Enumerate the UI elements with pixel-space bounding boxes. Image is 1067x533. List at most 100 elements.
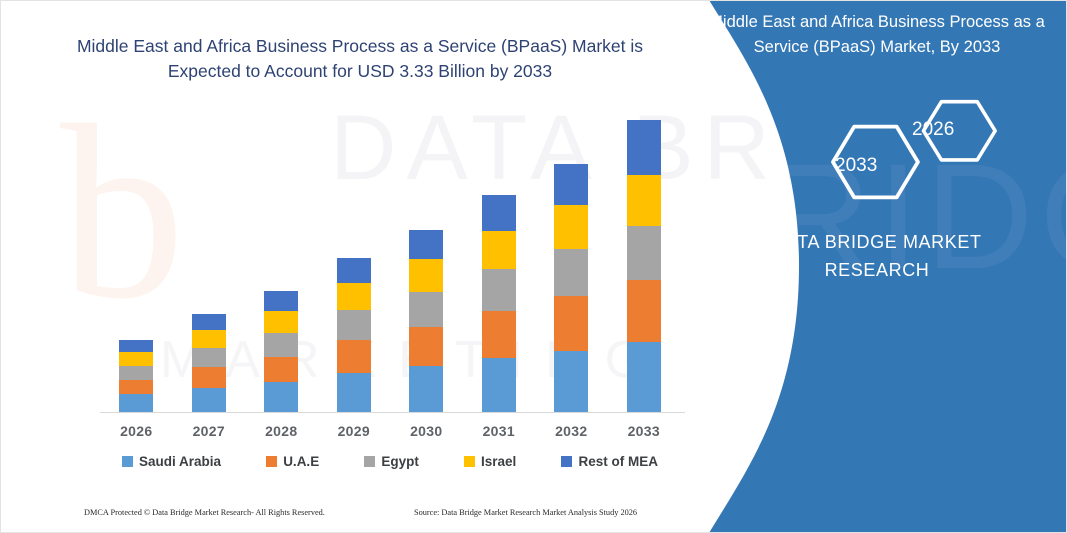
bar-segment[interactable] (264, 311, 299, 334)
bar-segment[interactable] (119, 379, 154, 395)
bar-segment[interactable] (554, 350, 589, 412)
bar-segment[interactable] (409, 259, 444, 292)
bar-segment[interactable] (626, 120, 661, 176)
bar-segment[interactable] (554, 205, 589, 249)
bar-segment[interactable] (409, 366, 444, 412)
bar-segment[interactable] (191, 313, 226, 331)
bar-segment[interactable] (626, 341, 661, 412)
bar-segment[interactable] (336, 373, 371, 412)
bar-segment[interactable] (409, 291, 444, 327)
bar-segment[interactable] (409, 326, 444, 367)
bar-segment[interactable] (264, 333, 299, 357)
x-axis-label: 2027 (192, 423, 225, 439)
legend-item[interactable]: Saudi Arabia (122, 454, 221, 469)
hexagon-shapes (831, 99, 997, 200)
bar-segment[interactable] (119, 352, 154, 366)
bar-segment[interactable] (554, 163, 589, 206)
legend-swatch-icon (122, 456, 133, 467)
x-axis-label: 2026 (120, 423, 153, 439)
bar-segment[interactable] (191, 348, 226, 368)
stacked-bar[interactable] (554, 163, 589, 412)
bar-segment[interactable] (119, 365, 154, 380)
legend-item[interactable]: U.A.E (266, 454, 319, 469)
legend-item[interactable]: Rest of MEA (561, 454, 658, 469)
panel-shape (709, 0, 1067, 533)
panel-title: Middle East and Africa Business Process … (709, 13, 1045, 56)
panel-content: BRIDGE Middle East and Africa Business P… (687, 0, 1067, 533)
stacked-bar[interactable] (409, 229, 444, 412)
x-axis-label: 2031 (482, 423, 515, 439)
bar-segment[interactable] (119, 340, 154, 353)
bar-slot (608, 120, 681, 412)
footer-source: Source: Data Bridge Market Research Mark… (414, 508, 638, 517)
bar-segment[interactable] (264, 291, 299, 312)
x-axis-label: 2029 (337, 423, 370, 439)
chart-title: Middle East and Africa Business Process … (76, 36, 644, 81)
bar-segment[interactable] (626, 226, 661, 281)
bar-segment[interactable] (626, 280, 661, 342)
stacked-bar[interactable] (119, 340, 154, 412)
bar-group (100, 120, 680, 412)
chart-legend: Saudi Arabia U.A.E Egypt Israel Rest of MEA (100, 454, 680, 469)
bar-segment[interactable] (191, 367, 226, 389)
legend-label: Israel (481, 454, 517, 469)
bar-segment[interactable] (191, 388, 226, 412)
footer: DMCA Protected © Data Bridge Market Rese… (84, 508, 684, 517)
brand-line-1: DATA BRIDGE MARKET (772, 232, 982, 252)
x-axis-label: 2028 (265, 423, 298, 439)
bar-segment[interactable] (119, 394, 154, 412)
brand-line-2: RESEARCH (824, 260, 930, 280)
bar-slot (390, 120, 463, 412)
legend-label: U.A.E (283, 454, 320, 469)
legend-label: Egypt (381, 454, 419, 469)
chart-plot-area (100, 120, 685, 413)
bar-segment[interactable] (336, 283, 371, 311)
bar-segment[interactable] (264, 356, 299, 383)
x-axis-label: 2032 (555, 423, 588, 439)
hex-label-2033: 2033 (835, 155, 878, 176)
bar-segment[interactable] (481, 195, 516, 232)
bar-slot (535, 120, 608, 412)
x-axis-label: 2033 (627, 423, 660, 439)
bar-segment[interactable] (336, 257, 371, 284)
brand-name: DATA BRIDGE MARKET RESEARCH (707, 228, 1047, 284)
legend-item[interactable]: Israel (464, 454, 516, 469)
footer-copyright: DMCA Protected © Data Bridge Market Rese… (84, 508, 325, 517)
stacked-bar[interactable] (481, 195, 516, 412)
legend-swatch-icon (561, 456, 573, 467)
x-axis-line (100, 412, 685, 413)
bar-segment[interactable] (481, 269, 516, 312)
bar-segment[interactable] (481, 311, 516, 358)
legend-label: Saudi Arabia (139, 454, 222, 469)
hexagon-badges: 2033 2026 (807, 95, 1037, 215)
bar-segment[interactable] (336, 340, 371, 374)
legend-swatch-icon (266, 456, 278, 467)
x-axis-label: 2030 (410, 423, 443, 439)
legend-swatch-icon (464, 456, 476, 467)
bar-segment[interactable] (191, 330, 226, 349)
legend-swatch-icon (364, 456, 376, 467)
stacked-bar[interactable] (191, 313, 226, 412)
bar-segment[interactable] (409, 229, 444, 260)
hex-label-2026: 2026 (912, 119, 955, 140)
bar-slot (245, 120, 318, 412)
bar-segment[interactable] (336, 310, 371, 341)
bar-segment[interactable] (554, 296, 589, 351)
stacked-bar[interactable] (626, 120, 661, 412)
bar-slot (100, 120, 173, 412)
bar-segment[interactable] (626, 175, 661, 227)
x-axis-labels: 2026 2027 2028 2029 2030 2031 2032 2033 (100, 423, 680, 439)
bar-slot (318, 120, 391, 412)
panel-watermark: BRIDGE (687, 132, 1067, 300)
bar-segment[interactable] (554, 248, 589, 297)
bar-segment[interactable] (481, 231, 516, 270)
bar-segment[interactable] (264, 382, 299, 412)
stacked-bar[interactable] (336, 257, 371, 412)
stacked-bar[interactable] (264, 291, 299, 412)
legend-item[interactable]: Egypt (364, 454, 419, 469)
bar-slot (463, 120, 536, 412)
watermark-logo-letter: b (60, 74, 185, 351)
bar-slot (173, 120, 246, 412)
bar-segment[interactable] (481, 357, 516, 412)
